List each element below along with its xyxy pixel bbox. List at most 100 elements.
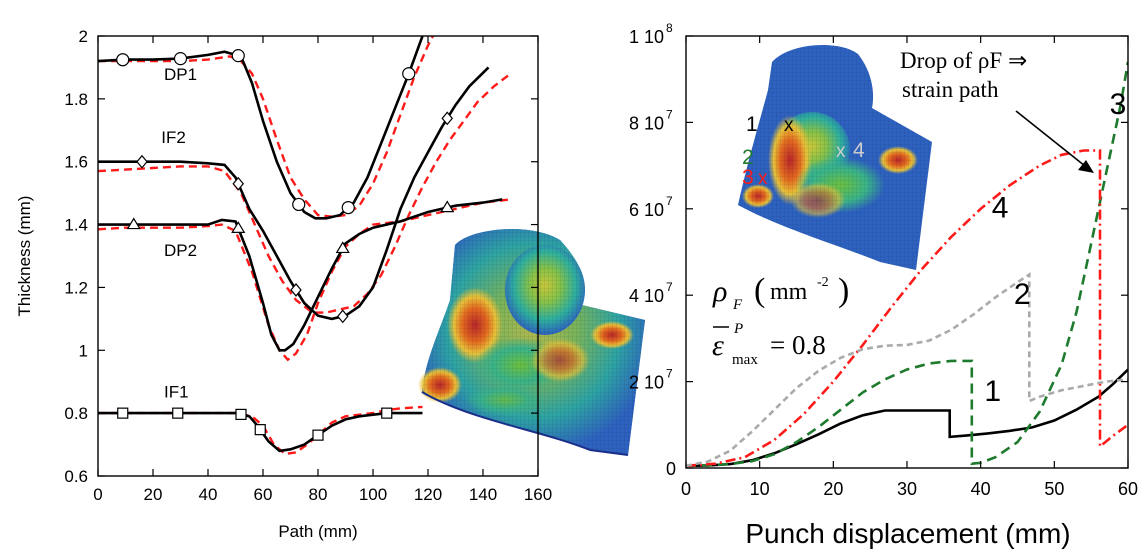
formula-epsilon-sub: max bbox=[732, 352, 758, 368]
dislocation-series-layer bbox=[686, 61, 1128, 468]
thickness-measured-line-dp2 bbox=[98, 198, 503, 352]
thickness-marker-dp2 bbox=[440, 200, 455, 213]
dislocation-line-3 bbox=[686, 149, 1128, 468]
thickness-series-layer bbox=[98, 36, 512, 456]
dislocation-series-label-4: 4 bbox=[992, 191, 1009, 224]
dislocation-y-tick-exponent: 7 bbox=[666, 280, 673, 294]
formula-paren-close: ) bbox=[838, 272, 849, 309]
thickness-series-label-if2: IF2 bbox=[161, 128, 186, 147]
thickness-marker-if1 bbox=[381, 407, 393, 419]
dislocation-y-tick-label: 6 10 bbox=[629, 200, 664, 220]
thickness-marker-if2 bbox=[441, 111, 454, 126]
dislocation-y-tick-exponent: 7 bbox=[666, 107, 673, 121]
thickness-measured-line-if2 bbox=[98, 66, 490, 321]
formula-epsilon: ε bbox=[712, 329, 724, 362]
formula-block: ρ F ( mm -2 ) ε P max = 0.8 bbox=[712, 272, 849, 368]
inset-point-4-label: 4 bbox=[853, 139, 865, 162]
thickness-marker-dp1 bbox=[292, 197, 306, 212]
thickness-y-tick-label: 1.2 bbox=[64, 278, 88, 297]
formula-rho-sub: F bbox=[732, 297, 743, 313]
annotation-arrowhead bbox=[1078, 160, 1094, 173]
thickness-x-tick-label: 20 bbox=[144, 485, 163, 504]
inset-point-3-label: 3 bbox=[742, 166, 754, 189]
thickness-series-labels: DP1 IF2 DP2 IF1 bbox=[161, 65, 197, 401]
fem-mesh-inset-large bbox=[418, 229, 645, 456]
thickness-marker-dp2 bbox=[231, 221, 246, 233]
thickness-chart: DP1 IF2 DP2 IF1 0 20 40 60 80 100 120 140 160 0.6 0.8… bbox=[15, 27, 645, 541]
inset-point-1-mark: x bbox=[784, 115, 794, 136]
thickness-marker-if1 bbox=[117, 407, 129, 419]
thickness-x-tick-label: 0 bbox=[93, 485, 102, 504]
thickness-simulated-line-if2 bbox=[98, 72, 512, 314]
dislocation-y-tick-label: 8 10 bbox=[629, 113, 664, 133]
inset-point-2-label: 2 bbox=[742, 146, 754, 169]
thickness-simulated-line-dp2 bbox=[98, 198, 511, 362]
thickness-y-axis-label: Thickness (mm) bbox=[15, 196, 34, 317]
formula-paren-open: ( bbox=[754, 272, 765, 309]
inset-point-4-mark: x bbox=[836, 141, 846, 162]
annotation-line-2: strain path bbox=[902, 77, 999, 102]
thickness-series-label-dp1: DP1 bbox=[164, 65, 197, 84]
formula-units-exp: -2 bbox=[817, 275, 829, 290]
thickness-marker-if1 bbox=[254, 424, 266, 436]
dislocation-y-tick-label: 2 10 bbox=[629, 373, 664, 393]
dislocation-y-tick-exponent: 8 bbox=[666, 21, 673, 35]
thickness-marker-if1 bbox=[235, 408, 247, 420]
thickness-marker-if2 bbox=[290, 283, 302, 297]
dislocation-x-tick-label: 10 bbox=[750, 479, 770, 499]
dislocation-series-labels: 1 2 3 4 bbox=[984, 88, 1126, 408]
thickness-marker-dp1 bbox=[231, 49, 245, 63]
thickness-y-tick-label: 1.8 bbox=[64, 90, 88, 109]
dislocation-x-tick-label: 0 bbox=[681, 479, 691, 499]
formula-epsilon-sup: P bbox=[733, 321, 743, 337]
thickness-y-tick-label: 1.4 bbox=[64, 216, 88, 235]
thickness-y-tick-label: 0.6 bbox=[64, 467, 88, 486]
dislocation-line-4 bbox=[686, 272, 1128, 468]
dislocation-y-tick-exponent: 7 bbox=[666, 194, 673, 208]
thickness-marker-if2 bbox=[232, 176, 245, 191]
thickness-marker-dp2 bbox=[126, 217, 141, 230]
thickness-axes: 0 20 40 60 80 100 120 140 160 0.6 0.8 1 1.2 1.4 1.6 1.8… bbox=[64, 27, 552, 504]
thickness-x-axis-label: Path (mm) bbox=[278, 522, 357, 541]
thickness-measured-line-if1 bbox=[98, 411, 423, 453]
thickness-x-tick-label: 80 bbox=[309, 485, 328, 504]
dislocation-series-label-1: 1 bbox=[984, 375, 1001, 408]
thickness-x-tick-label: 160 bbox=[524, 485, 552, 504]
thickness-y-tick-label: 0.8 bbox=[64, 404, 88, 423]
thickness-y-tick-label: 1 bbox=[79, 341, 88, 360]
dislocation-x-tick-label: 30 bbox=[897, 479, 917, 499]
thickness-series-label-dp2: DP2 bbox=[164, 241, 197, 260]
thickness-marker-if1 bbox=[172, 407, 184, 419]
dislocation-series-label-3: 3 bbox=[1110, 88, 1127, 121]
fem-mesh-inset-small: 1 x 2 3 x x 4 bbox=[738, 44, 932, 270]
formula-rho: ρ bbox=[712, 275, 727, 308]
thickness-x-tick-label: 100 bbox=[359, 485, 387, 504]
thickness-simulated-line-if1 bbox=[98, 405, 423, 456]
thickness-marker-if1 bbox=[312, 429, 324, 441]
thickness-marker-dp2 bbox=[335, 241, 350, 254]
dislocation-y-tick-exponent: 7 bbox=[666, 367, 673, 381]
inset-point-3-mark: x bbox=[758, 168, 768, 189]
thickness-marker-dp1 bbox=[116, 53, 130, 67]
thickness-series-label-if1: IF1 bbox=[164, 382, 189, 401]
thickness-simulated-line-dp1 bbox=[98, 36, 435, 218]
thickness-x-tick-label: 40 bbox=[199, 485, 218, 504]
thickness-marker-dp1 bbox=[173, 52, 188, 66]
thickness-marker-dp1 bbox=[402, 67, 416, 81]
thickness-x-tick-label: 60 bbox=[254, 485, 273, 504]
annotation-arrow-line bbox=[1015, 110, 1086, 167]
annotation-line-1: Drop of ρF ⇒ bbox=[900, 48, 1027, 73]
thickness-y-tick-label: 2 bbox=[79, 27, 88, 46]
thickness-measured-line-dp1 bbox=[98, 36, 424, 220]
dislocation-line-2 bbox=[686, 61, 1128, 468]
thickness-x-tick-label: 120 bbox=[414, 485, 442, 504]
thickness-marker-if2 bbox=[336, 309, 349, 324]
thickness-marker-if2 bbox=[136, 154, 148, 169]
dislocation-y-tick-label: 1 10 bbox=[629, 27, 664, 47]
drop-annotation: Drop of ρF ⇒ strain path bbox=[900, 48, 1094, 173]
thickness-marker-dp1 bbox=[341, 201, 355, 215]
formula-value: = 0.8 bbox=[770, 330, 826, 360]
thickness-y-tick-label: 1.6 bbox=[64, 153, 88, 172]
